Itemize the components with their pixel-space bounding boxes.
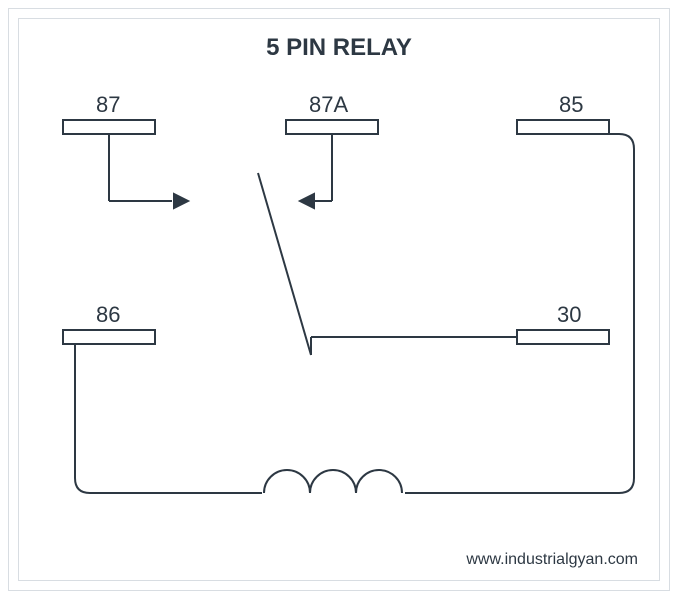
pin-rect-p85 [517, 120, 609, 134]
diagram-svg [0, 0, 678, 599]
coil-loops [264, 470, 402, 493]
wire-86-down [75, 344, 262, 493]
pin-rect-p87 [63, 120, 155, 134]
pin-rect-p30 [517, 330, 609, 344]
arrow-87 [174, 194, 188, 208]
pin-rect-p87a [286, 120, 378, 134]
wire-85-to-coil [405, 134, 634, 493]
arrow-87a [300, 194, 314, 208]
pin-rect-p86 [63, 330, 155, 344]
